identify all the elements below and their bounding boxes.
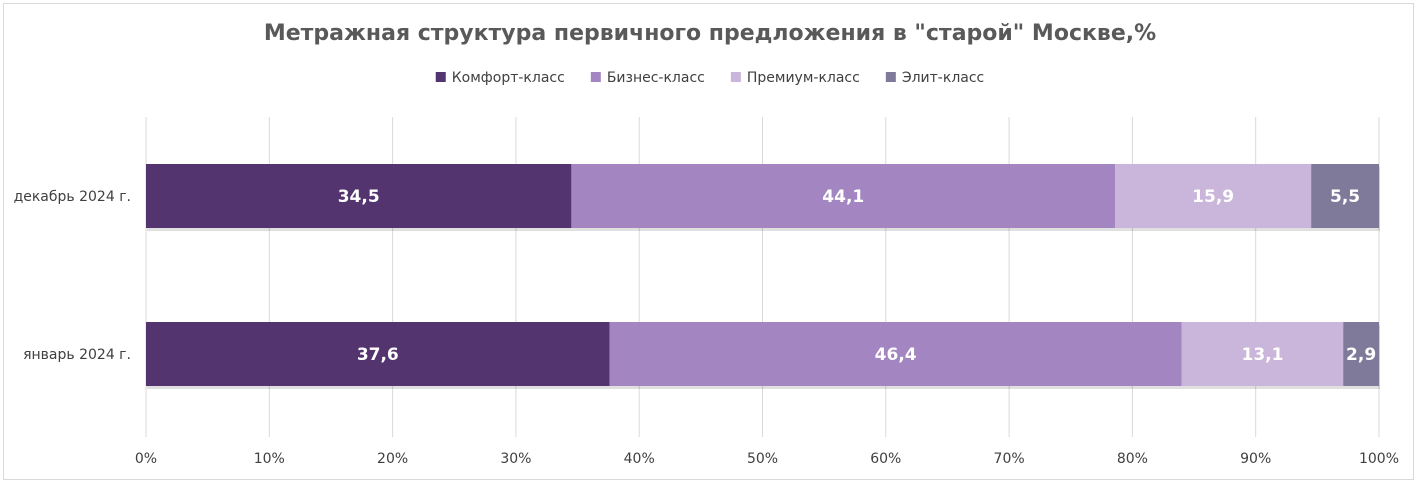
data-label: 5,5 (1330, 187, 1360, 207)
data-label: 46,4 (875, 345, 917, 365)
data-label: 34,5 (338, 187, 380, 207)
bar-segment (146, 164, 572, 228)
data-label: 13,1 (1242, 345, 1284, 365)
chart-title: Метражная структура первичного предложен… (264, 21, 1156, 46)
data-label: 37,6 (357, 345, 399, 365)
bar-segment (609, 322, 1182, 386)
legend-swatch (590, 72, 601, 82)
bar-segment (571, 164, 1116, 228)
legend-item: Комфорт-класс (435, 70, 565, 86)
bar-segment (1343, 322, 1379, 386)
legend-item: Элит-класс (885, 70, 984, 86)
data-label: 15,9 (1192, 187, 1234, 207)
x-tick-label: 10% (254, 451, 285, 467)
x-tick-label: 70% (994, 451, 1025, 467)
category-labels: декабрь 2024 г. январь 2024 г. (14, 189, 131, 363)
legend-item: Бизнес-класс (590, 70, 705, 86)
bar-segment (1311, 164, 1379, 228)
bar-segment (1181, 322, 1344, 386)
x-tick-label: 40% (624, 451, 655, 467)
data-label: 44,1 (822, 187, 864, 207)
x-tick-label: 50% (747, 451, 778, 467)
category-label: декабрь 2024 г. (14, 189, 131, 205)
bars: 34,5 44,1 15,9 5,5 37,6 46,4 13,1 2,9 (146, 164, 1380, 389)
x-tick-label: 30% (500, 451, 531, 467)
x-tick-label: 20% (377, 451, 408, 467)
x-axis-ticks: 0% 10% 20% 30% 40% 50% 60% 70% 80% 90% 100% (135, 451, 1399, 467)
legend-label: Премиум-класс (747, 70, 860, 86)
legend-label: Элит-класс (902, 70, 984, 86)
category-label: январь 2024 г. (23, 347, 131, 363)
data-label: 2,9 (1346, 345, 1376, 365)
legend-item: Премиум-класс (730, 70, 860, 86)
legend-swatch (435, 72, 446, 82)
legend: Комфорт-класс Бизнес-класс Премиум-класс Эл… (435, 70, 984, 86)
x-tick-label: 90% (1240, 451, 1271, 467)
bar-segment (1115, 164, 1312, 228)
legend-label: Бизнес-класс (607, 70, 705, 86)
x-tick-label: 100% (1359, 451, 1399, 467)
x-tick-label: 0% (135, 451, 157, 467)
legend-label: Комфорт-класс (452, 70, 565, 86)
chart-frame (3, 3, 1414, 480)
bar-segment (146, 322, 610, 386)
x-tick-label: 80% (1117, 451, 1148, 467)
legend-swatch (885, 72, 896, 82)
legend-swatch (730, 72, 741, 82)
x-tick-label: 60% (870, 451, 901, 467)
